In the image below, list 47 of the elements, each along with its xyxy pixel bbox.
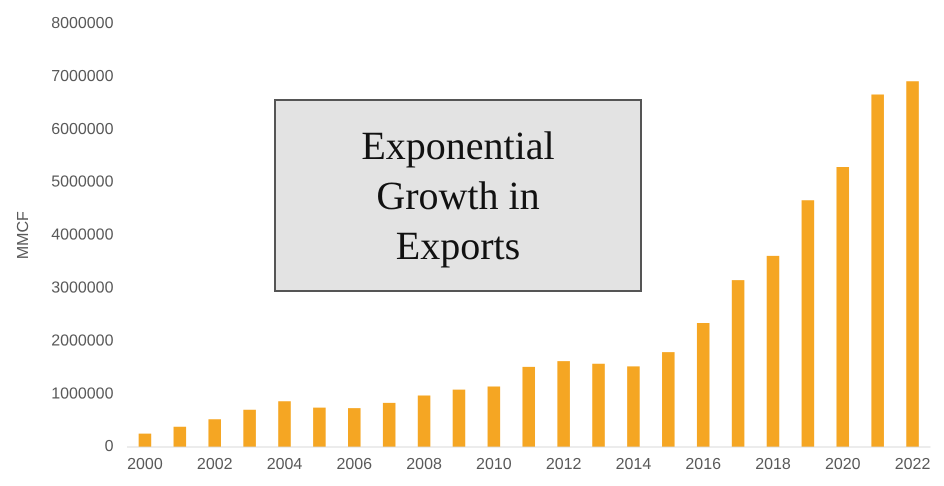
bar: [208, 419, 221, 447]
bar: [522, 366, 536, 447]
x-tick-label: 2014: [616, 456, 652, 473]
y-tick-label: 2000000: [51, 332, 114, 350]
x-tick-label: 2004: [266, 456, 302, 473]
bar: [871, 94, 884, 447]
bar: [696, 323, 710, 447]
y-tick-label: 8000000: [51, 15, 114, 32]
text-box: Exponential Growth in Exports: [274, 99, 642, 292]
bar: [243, 410, 256, 447]
x-tick-label: 2002: [196, 456, 233, 473]
y-tick-label: 1000000: [51, 385, 114, 402]
bar: [732, 280, 744, 447]
y-tick-label: 5000000: [51, 174, 114, 191]
y-tick-label: 3000000: [51, 280, 114, 297]
x-tick-label: 2012: [546, 456, 582, 473]
x-tick-label: 2010: [476, 456, 512, 473]
y-tick-label: 6000000: [51, 120, 114, 138]
bar: [418, 395, 430, 447]
bar: [557, 361, 570, 447]
y-tick-label: 0: [104, 438, 114, 456]
bar: [906, 81, 919, 447]
bar: [278, 401, 291, 447]
bar: [174, 426, 186, 447]
bar: [452, 390, 466, 447]
bar: [662, 352, 675, 447]
y-tick-label: 4000000: [51, 226, 114, 244]
y-tick-label: 7000000: [51, 68, 114, 85]
bar: [348, 408, 361, 447]
bar: [382, 402, 396, 447]
x-tick-label: 2000: [127, 456, 163, 473]
x-tick-label: 2016: [685, 456, 722, 473]
x-tick-label: 2006: [336, 456, 372, 473]
bar: [836, 166, 850, 447]
bar: [488, 386, 500, 447]
bar: [802, 200, 814, 447]
x-tick-label: 2018: [755, 456, 791, 473]
bar: [766, 256, 780, 447]
bar: [313, 408, 326, 447]
bar: [627, 366, 640, 447]
annotation: Exponential Growth in Exports: [360, 122, 556, 270]
x-tick-label: 2020: [824, 456, 861, 473]
bar: [138, 434, 152, 447]
y-axis-title: MMCF: [15, 210, 32, 260]
x-tick-label: 2008: [406, 456, 442, 473]
bar: [592, 364, 605, 447]
x-tick-label: 2022: [894, 456, 930, 473]
